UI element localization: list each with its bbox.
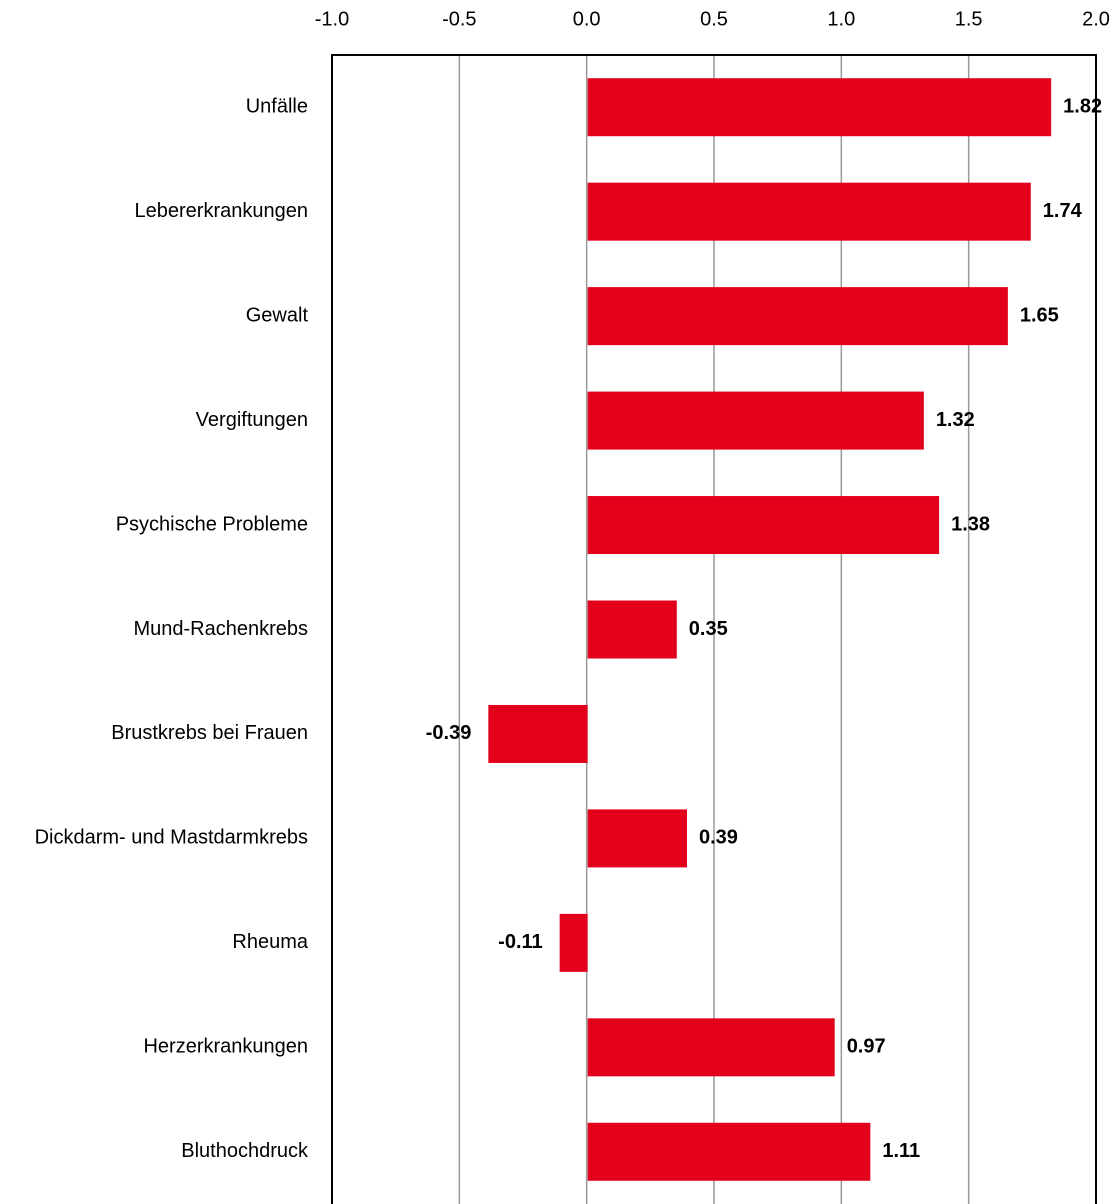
data-label: 1.74 xyxy=(1043,200,1083,222)
y-tick-label: Vergiftungen xyxy=(196,409,308,431)
bar xyxy=(559,913,588,972)
y-tick-label: Gewalt xyxy=(246,304,309,326)
bar xyxy=(587,1122,871,1181)
data-label: 0.39 xyxy=(699,827,738,849)
bar xyxy=(587,287,1008,346)
data-label: -0.11 xyxy=(498,931,542,953)
y-tick-label: Mund-Rachenkrebs xyxy=(133,618,308,640)
y-tick-label: Rheuma xyxy=(232,931,308,953)
x-tick-label: 2.0 xyxy=(1082,8,1110,30)
bar xyxy=(587,391,924,450)
y-tick-label: Brustkrebs bei Frauen xyxy=(111,722,308,744)
bar xyxy=(587,809,687,868)
x-tick-label: 1.5 xyxy=(955,8,983,30)
data-label: 1.38 xyxy=(951,513,990,535)
data-label: 1.11 xyxy=(882,1140,920,1162)
bar xyxy=(587,78,1052,137)
x-tick-label: 0.5 xyxy=(700,8,728,30)
x-tick-label: 0.0 xyxy=(573,8,601,30)
y-tick-label: Unfälle xyxy=(246,96,308,118)
bar xyxy=(587,182,1031,241)
bar xyxy=(587,496,940,555)
plot-frame xyxy=(331,54,1097,1204)
bar xyxy=(488,704,588,763)
y-tick-label: Herzerkrankungen xyxy=(143,1036,308,1058)
bar xyxy=(587,600,677,659)
data-label: 1.65 xyxy=(1020,304,1059,326)
y-tick-label: Lebererkrankungen xyxy=(135,200,308,222)
y-tick-label: Psychische Probleme xyxy=(116,513,308,535)
data-label: 0.35 xyxy=(689,618,728,640)
data-label: 1.32 xyxy=(936,409,975,431)
x-tick-label: -0.5 xyxy=(442,8,476,30)
y-tick-label: Dickdarm- und Mastdarmkrebs xyxy=(35,827,308,849)
x-tick-label: -1.0 xyxy=(315,8,349,30)
data-label: 1.82 xyxy=(1063,96,1102,118)
y-tick-label: Bluthochdruck xyxy=(181,1140,309,1162)
bar xyxy=(587,1018,835,1077)
data-label: -0.39 xyxy=(426,722,472,744)
x-tick-label: 1.0 xyxy=(827,8,855,30)
data-label: 0.97 xyxy=(847,1036,886,1058)
